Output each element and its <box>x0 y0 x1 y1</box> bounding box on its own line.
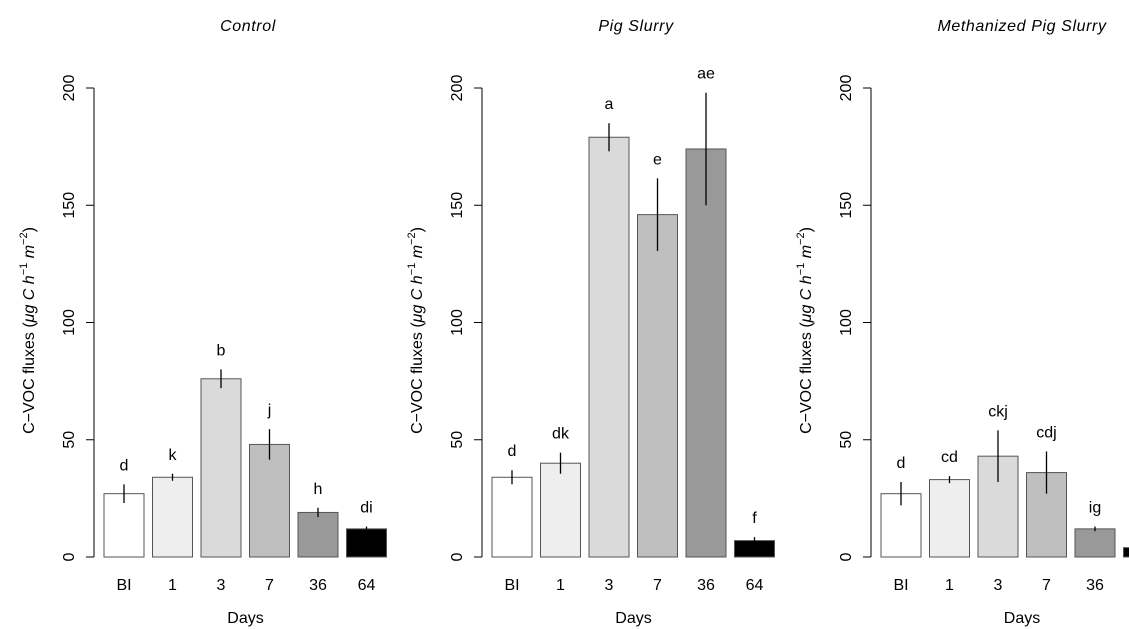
x-axis-title: Days <box>615 610 651 627</box>
significance-letter: ckj <box>988 403 1008 420</box>
x-tick-label: 3 <box>994 577 1003 594</box>
panel-title: Pig Slurry <box>598 18 674 35</box>
panel-2: Methanized Pig Slurry 0 50 100 150 200 C−VOC f… <box>795 18 1129 627</box>
x-tick-label: 3 <box>605 577 614 594</box>
x-axis-title: Days <box>1004 610 1040 627</box>
y-tick-label: 0 <box>61 552 78 561</box>
y-tick-label: 150 <box>61 192 78 219</box>
x-tick-label: 7 <box>265 577 274 594</box>
significance-letter: k <box>169 447 178 464</box>
significance-letter: ig <box>1089 500 1101 517</box>
bar-1 <box>152 476 193 558</box>
significance-letter: d <box>120 457 129 474</box>
significance-letter: ae <box>697 66 715 83</box>
significance-letter: cdj <box>1036 424 1056 441</box>
significance-letter: dk <box>552 426 570 443</box>
x-tick-label: 36 <box>309 577 327 594</box>
panel-title: Control <box>220 18 276 35</box>
x-tick-label: 1 <box>556 577 565 594</box>
x-tick-label: 1 <box>168 577 177 594</box>
significance-letter: j <box>267 402 272 419</box>
y-tick-label: 100 <box>61 309 78 336</box>
x-tick-label: 7 <box>653 577 662 594</box>
y-tick-label: 50 <box>838 431 855 449</box>
x-tick-label: BI <box>893 577 908 594</box>
bar-3 <box>200 378 242 558</box>
significance-letter: h <box>314 481 323 498</box>
significance-letter: cd <box>941 449 958 466</box>
y-tick-label: 200 <box>449 75 466 102</box>
x-tick-label: 1 <box>945 577 954 594</box>
y-tick-label: 0 <box>449 552 466 561</box>
x-tick-label: 36 <box>1086 577 1104 594</box>
x-tick-label: 36 <box>697 577 715 594</box>
y-axis-title: C−VOC fluxes (μg C h−1 m−2) <box>795 227 815 434</box>
bar-extra <box>1123 547 1129 558</box>
bar-64 <box>346 528 387 558</box>
bar-7 <box>637 214 678 558</box>
x-tick-label: BI <box>504 577 519 594</box>
bar-BI <box>491 476 533 558</box>
significance-letter: f <box>752 510 757 527</box>
y-tick-label: 150 <box>449 192 466 219</box>
bar-3 <box>588 136 630 558</box>
significance-letter: d <box>897 455 906 472</box>
y-axis-title: C−VOC fluxes (μg C h−1 m−2) <box>406 227 426 434</box>
bar-36 <box>297 511 339 558</box>
x-axis-title: Days <box>227 610 263 627</box>
x-tick-label: 64 <box>358 577 376 594</box>
y-tick-label: 200 <box>838 75 855 102</box>
panel-0: Control 0 50 100 150 200 C−VOC fluxes (μg C h−… <box>18 18 387 627</box>
y-tick-label: 150 <box>838 192 855 219</box>
x-tick-label: BI <box>116 577 131 594</box>
bar-BI <box>880 493 922 558</box>
x-tick-label: 3 <box>217 577 226 594</box>
y-tick-label: 200 <box>61 75 78 102</box>
y-tick-label: 0 <box>838 552 855 561</box>
y-tick-label: 100 <box>838 309 855 336</box>
panel-1: Pig Slurry 0 50 100 150 200 C−VOC fluxes (μg C… <box>406 18 775 627</box>
x-tick-label: 7 <box>1042 577 1051 594</box>
y-tick-label: 50 <box>61 431 78 449</box>
significance-letter: di <box>360 500 372 517</box>
bar-BI <box>103 493 145 558</box>
x-tick-label: 64 <box>746 577 764 594</box>
y-tick-label: 100 <box>449 309 466 336</box>
bar-1 <box>540 462 581 558</box>
bar-36 <box>685 148 727 558</box>
y-tick-label: 50 <box>449 431 466 449</box>
significance-letter: d <box>508 443 517 460</box>
bar-36 <box>1074 528 1116 558</box>
significance-letter: e <box>653 151 662 168</box>
significance-letter: b <box>217 342 226 359</box>
panel-title: Methanized Pig Slurry <box>937 18 1107 35</box>
bar-7 <box>249 443 290 558</box>
bar-1 <box>929 479 970 558</box>
significance-letter: a <box>605 96 614 113</box>
y-axis-title: C−VOC fluxes (μg C h−1 m−2) <box>18 227 38 434</box>
